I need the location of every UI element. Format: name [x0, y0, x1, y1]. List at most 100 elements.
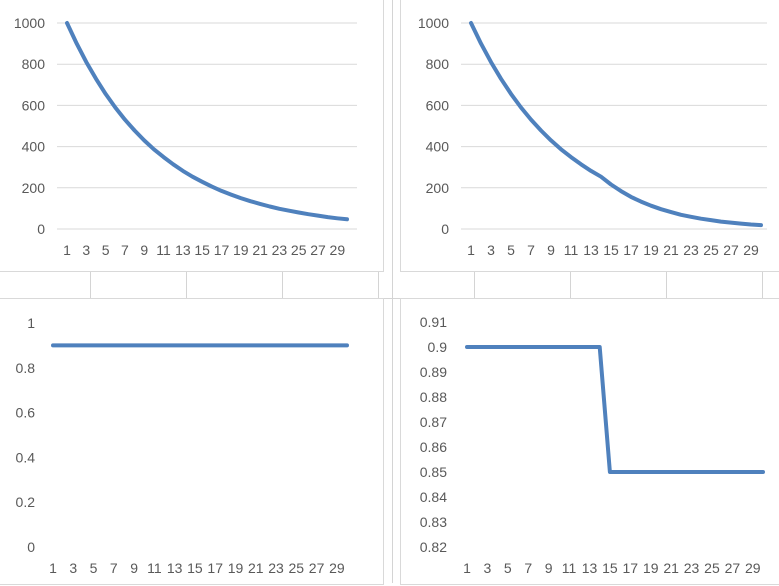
x-tick-label: 11 — [564, 242, 579, 258]
y-tick-label: 0.85 — [420, 464, 447, 480]
x-tick-label: 25 — [703, 242, 719, 258]
series-line — [465, 345, 765, 474]
x-tick-label: 11 — [147, 560, 162, 576]
sheet-gridline — [762, 272, 763, 298]
y-tick-label: 0.83 — [420, 514, 447, 530]
y-tick-label: 600 — [22, 97, 46, 113]
y-tick-label: 0.88 — [420, 389, 447, 405]
y-tick-label: 0 — [27, 539, 35, 555]
x-tick-label: 29 — [330, 242, 346, 258]
x-tick-label: 27 — [309, 560, 325, 576]
x-tick-label: 15 — [187, 560, 203, 576]
sheet-gridline — [666, 272, 667, 298]
x-tick-label: 7 — [121, 242, 129, 258]
y-tick-label: 0.91 — [420, 314, 447, 330]
x-tick-label: 17 — [214, 242, 230, 258]
x-tick-label: 7 — [524, 560, 532, 576]
x-tick-label: 15 — [603, 242, 619, 258]
chart-bottom-left-plot: 00.20.40.60.811 3 5 7 9 11 13 15 17 19 21 23 25 27 29 — [16, 315, 349, 576]
sheet-gridline — [90, 272, 91, 298]
x-tick-label: 19 — [643, 560, 659, 576]
x-tick-label: 11 — [562, 560, 577, 576]
x-tick-label: 1 — [49, 560, 57, 576]
x-tick-label: 17 — [623, 560, 639, 576]
x-tick-label: 21 — [663, 242, 679, 258]
x-tick-label: 29 — [329, 560, 345, 576]
sheet-gridline — [392, 0, 393, 583]
y-tick-label: 1000 — [418, 15, 449, 31]
x-tick-label: 27 — [723, 242, 739, 258]
x-tick-label: 21 — [663, 560, 679, 576]
x-tick-label: 3 — [69, 560, 77, 576]
x-tick-label: 29 — [743, 242, 759, 258]
series-line — [65, 21, 349, 222]
y-tick-label: 0.86 — [420, 439, 447, 455]
x-tick-label: 19 — [643, 242, 659, 258]
y-tick-label: 400 — [22, 139, 46, 155]
sheet-gridline — [186, 272, 187, 298]
y-tick-label: 0.87 — [420, 414, 447, 430]
sheet-gridline — [282, 272, 283, 298]
x-tick-label: 1 — [63, 242, 71, 258]
y-tick-label: 200 — [426, 180, 450, 196]
y-tick-label: 600 — [426, 97, 450, 113]
x-tick-label: 11 — [156, 242, 171, 258]
x-tick-label: 17 — [207, 560, 223, 576]
x-tick-label: 25 — [704, 560, 720, 576]
x-tick-label: 5 — [90, 560, 98, 576]
y-tick-label: 0.8 — [16, 360, 36, 376]
x-tick-label: 5 — [102, 242, 110, 258]
x-tick-label: 23 — [683, 242, 699, 258]
y-tick-label: 200 — [22, 180, 46, 196]
sheet-gridline — [570, 272, 571, 298]
x-tick-label: 23 — [684, 560, 700, 576]
x-tick-label: 15 — [194, 242, 210, 258]
x-tick-label: 5 — [504, 560, 512, 576]
series-line — [469, 21, 763, 228]
x-tick-label: 15 — [602, 560, 618, 576]
x-tick-label: 27 — [310, 242, 326, 258]
sheet-gridline — [378, 272, 379, 298]
sheet-gridline — [0, 298, 779, 299]
x-tick-label: 23 — [272, 242, 288, 258]
x-tick-label: 5 — [507, 242, 515, 258]
y-tick-label: 0.6 — [16, 405, 36, 421]
x-tick-label: 13 — [167, 560, 183, 576]
x-tick-label: 25 — [289, 560, 305, 576]
y-tick-label: 400 — [426, 139, 450, 155]
y-tick-label: 0.89 — [420, 364, 447, 380]
y-tick-label: 0 — [441, 221, 449, 237]
x-tick-label: 25 — [291, 242, 307, 258]
chart-bottom-left[interactable]: 0 0.2 0.4 0.6 0.8 1 1 3 5 7 9 11 13 15 17 19 21 23 25 27 29 — [0, 298, 384, 585]
y-tick-label: 0.84 — [420, 489, 447, 505]
y-tick-label: 0.2 — [16, 494, 36, 510]
x-tick-label: 29 — [745, 560, 761, 576]
x-tick-label: 7 — [527, 242, 535, 258]
x-tick-label: 21 — [252, 242, 268, 258]
y-tick-label: 1 — [27, 315, 35, 331]
chart-bottom-right[interactable]: 0.82 0.83 0.84 0.85 0.86 0.87 0.88 0.89 0.9 0.91 1… — [400, 298, 779, 585]
sheet-gridline — [474, 272, 475, 298]
x-tick-label: 9 — [130, 560, 138, 576]
y-tick-label: 800 — [22, 56, 46, 72]
x-tick-label: 3 — [487, 242, 495, 258]
x-tick-label: 9 — [140, 242, 148, 258]
chart-top-left[interactable]: 0 200 400 600 800 1000 1 3 5 7 9 11 13 15 17 19 21 23 25 27… — [0, 0, 384, 272]
x-tick-label: 19 — [228, 560, 244, 576]
x-tick-label: 13 — [175, 242, 191, 258]
chart-top-right[interactable]: 0 200 400 600 800 1000 1 3 5 7 9 11 13 15 17 19 21 23 25 27… — [400, 0, 779, 272]
y-tick-label: 0.4 — [16, 449, 36, 465]
x-tick-label: 13 — [582, 560, 598, 576]
x-tick-label: 13 — [583, 242, 599, 258]
x-tick-label: 27 — [725, 560, 741, 576]
x-tick-label: 21 — [248, 560, 264, 576]
x-tick-label: 7 — [110, 560, 118, 576]
y-tick-label: 800 — [426, 56, 450, 72]
x-tick-label: 9 — [547, 242, 555, 258]
chart-bottom-right-plot: 0.82 0.83 0.84 0.85 0.86 0.87 0.88 0.89 0.9 0.91 1… — [420, 314, 765, 576]
x-tick-label: 19 — [233, 242, 249, 258]
x-tick-label: 1 — [463, 560, 471, 576]
x-tick-label: 23 — [268, 560, 284, 576]
